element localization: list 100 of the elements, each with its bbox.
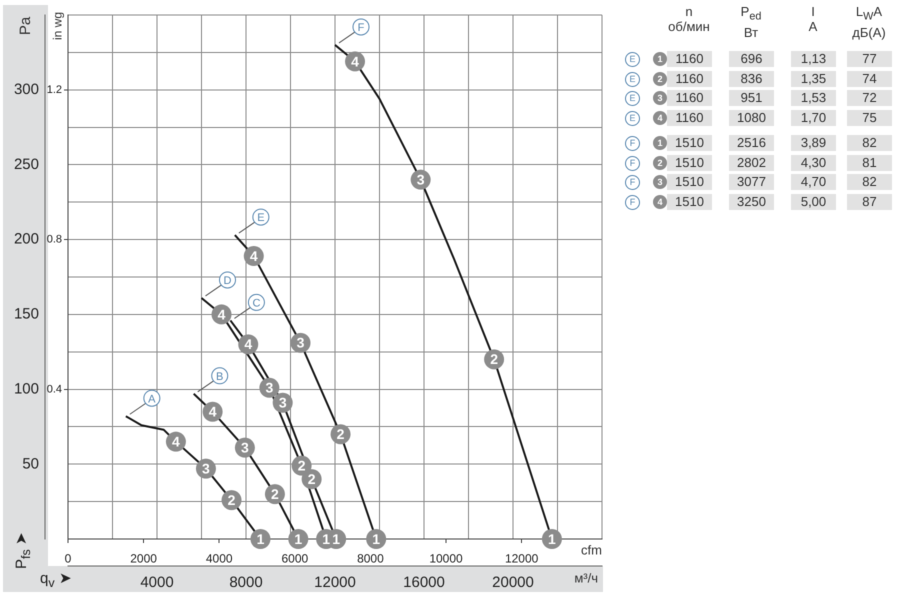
data-label: 951 bbox=[729, 90, 774, 106]
data-label: 74 bbox=[847, 70, 892, 86]
data-label: 1160 bbox=[667, 110, 712, 126]
data-label: 82 bbox=[847, 174, 892, 190]
annotation: 4 bbox=[351, 53, 360, 70]
category-label: E 1 bbox=[629, 54, 662, 64]
data-label: 1510 bbox=[667, 174, 712, 190]
data-label: 1510 bbox=[667, 135, 712, 151]
data-label: 82 bbox=[847, 135, 892, 151]
text: C bbox=[252, 297, 260, 310]
data-label: 3,89 bbox=[791, 135, 836, 151]
x2-tick-label: 6000 bbox=[281, 552, 308, 566]
data-label: 87 bbox=[847, 194, 892, 210]
annotation: 1 bbox=[256, 530, 265, 547]
x2-tick-label: 12000 bbox=[504, 552, 539, 566]
y-tick-label: 100 bbox=[14, 380, 39, 398]
y-axis-title: Pa bbox=[17, 16, 34, 36]
annotation: 3 bbox=[265, 380, 274, 396]
x-tick-label: P$_{ed}$ Вт bbox=[740, 4, 762, 40]
annotation: 4 bbox=[208, 404, 217, 420]
annotation: 1 bbox=[294, 530, 302, 547]
data-label: 836 bbox=[729, 70, 774, 86]
annotation: 2 bbox=[308, 470, 316, 487]
y2-tick-label: 0.8 bbox=[46, 234, 62, 246]
data-label: 1,53 bbox=[791, 90, 836, 106]
category-label: E 3 bbox=[629, 93, 662, 103]
data-label: 81 bbox=[847, 154, 892, 170]
data-label: 3250 bbox=[729, 194, 774, 210]
x-tick-label: 16000 bbox=[403, 574, 445, 592]
x-tick-label: 12000 bbox=[314, 574, 356, 592]
category-label: E 4 bbox=[629, 112, 662, 122]
y2-tick-label: 0.4 bbox=[46, 383, 62, 396]
annotation: 2 bbox=[298, 458, 306, 474]
data-label: 72 bbox=[847, 90, 892, 106]
annotation: 4 bbox=[218, 306, 226, 322]
series-label: D bbox=[224, 274, 232, 287]
annotation: 3 bbox=[202, 460, 210, 476]
y2-axis-title: in wg bbox=[50, 12, 64, 40]
x-tick-label: I A bbox=[808, 4, 818, 34]
series-label: F bbox=[358, 22, 365, 34]
x2-tick-label: 4000 bbox=[206, 552, 233, 566]
x-tick-label: 4000 bbox=[140, 574, 174, 592]
y-tick-label: 200 bbox=[14, 230, 39, 248]
category-label: F 4 bbox=[630, 196, 662, 206]
data-label: 2516 bbox=[729, 135, 774, 151]
data-label: 75 bbox=[847, 110, 892, 126]
category-label: F 1 bbox=[630, 138, 662, 148]
text: q$_{v}$ ➤ bbox=[40, 569, 72, 590]
annotation: 1 bbox=[548, 530, 556, 547]
annotation: 4 bbox=[244, 336, 252, 352]
data-label: 1,13 bbox=[791, 51, 836, 67]
annotation: 3 bbox=[278, 394, 287, 411]
category-label: F 3 bbox=[630, 177, 662, 187]
x2-tick-label: 8000 bbox=[357, 552, 384, 566]
data-label: 5,00 bbox=[791, 194, 836, 210]
annotation: 2 bbox=[336, 426, 345, 442]
y-tick-label: 150 bbox=[14, 306, 39, 323]
annotation: 3 bbox=[240, 440, 249, 456]
x2-tick-label: 10000 bbox=[429, 552, 464, 566]
category-label: F 2 bbox=[630, 158, 662, 168]
data-label: 1,35 bbox=[791, 70, 836, 86]
x2-tick-label: 0 bbox=[64, 552, 72, 566]
x2-axis-title: cfm bbox=[581, 542, 602, 558]
x-tick-label: L$_{W}$A дБ(A) bbox=[851, 4, 887, 40]
data-label: 1510 bbox=[667, 154, 712, 170]
data-label: 1,70 bbox=[791, 110, 836, 126]
y-tick-label: 250 bbox=[14, 156, 39, 173]
annotation: 4 bbox=[172, 434, 180, 450]
data-label: 2802 bbox=[729, 154, 774, 170]
series-label: A bbox=[148, 393, 156, 406]
data-label: 4,30 bbox=[791, 154, 836, 170]
data-label: 1160 bbox=[667, 70, 712, 86]
annotation: 1 bbox=[372, 530, 380, 547]
data-label: 77 bbox=[847, 51, 892, 67]
data-label: 1160 bbox=[667, 51, 712, 67]
annotation: 4 bbox=[250, 248, 258, 264]
x-tick-label: 8000 bbox=[229, 574, 263, 592]
y2-tick-label: 1.2 bbox=[46, 84, 62, 96]
series-label: B bbox=[216, 370, 224, 383]
annotation: 1 bbox=[322, 530, 330, 547]
annotation: 3 bbox=[416, 172, 425, 188]
annotation: 1 bbox=[332, 530, 340, 547]
annotation: 2 bbox=[490, 351, 498, 368]
y-tick-label: 300 bbox=[14, 81, 39, 98]
x-tick-label: 20000 bbox=[492, 574, 534, 592]
annotation: 2 bbox=[271, 486, 280, 502]
data-label: 4,70 bbox=[791, 174, 836, 190]
data-label: 1080 bbox=[729, 110, 774, 126]
category-label: E 2 bbox=[629, 74, 662, 84]
annotation: 3 bbox=[296, 334, 305, 351]
x-tick-label: n об/мин bbox=[667, 4, 711, 34]
data-label: 696 bbox=[729, 51, 774, 67]
data-label: 3077 bbox=[729, 174, 774, 190]
x-axis-title: м³/ч bbox=[574, 570, 598, 586]
annotation: 2 bbox=[228, 492, 236, 508]
data-label: 1510 bbox=[667, 194, 712, 210]
data-label: 1160 bbox=[667, 90, 712, 106]
y-tick-label: 50 bbox=[22, 455, 39, 472]
text: E bbox=[257, 212, 265, 224]
x2-tick-label: 2000 bbox=[130, 552, 158, 566]
